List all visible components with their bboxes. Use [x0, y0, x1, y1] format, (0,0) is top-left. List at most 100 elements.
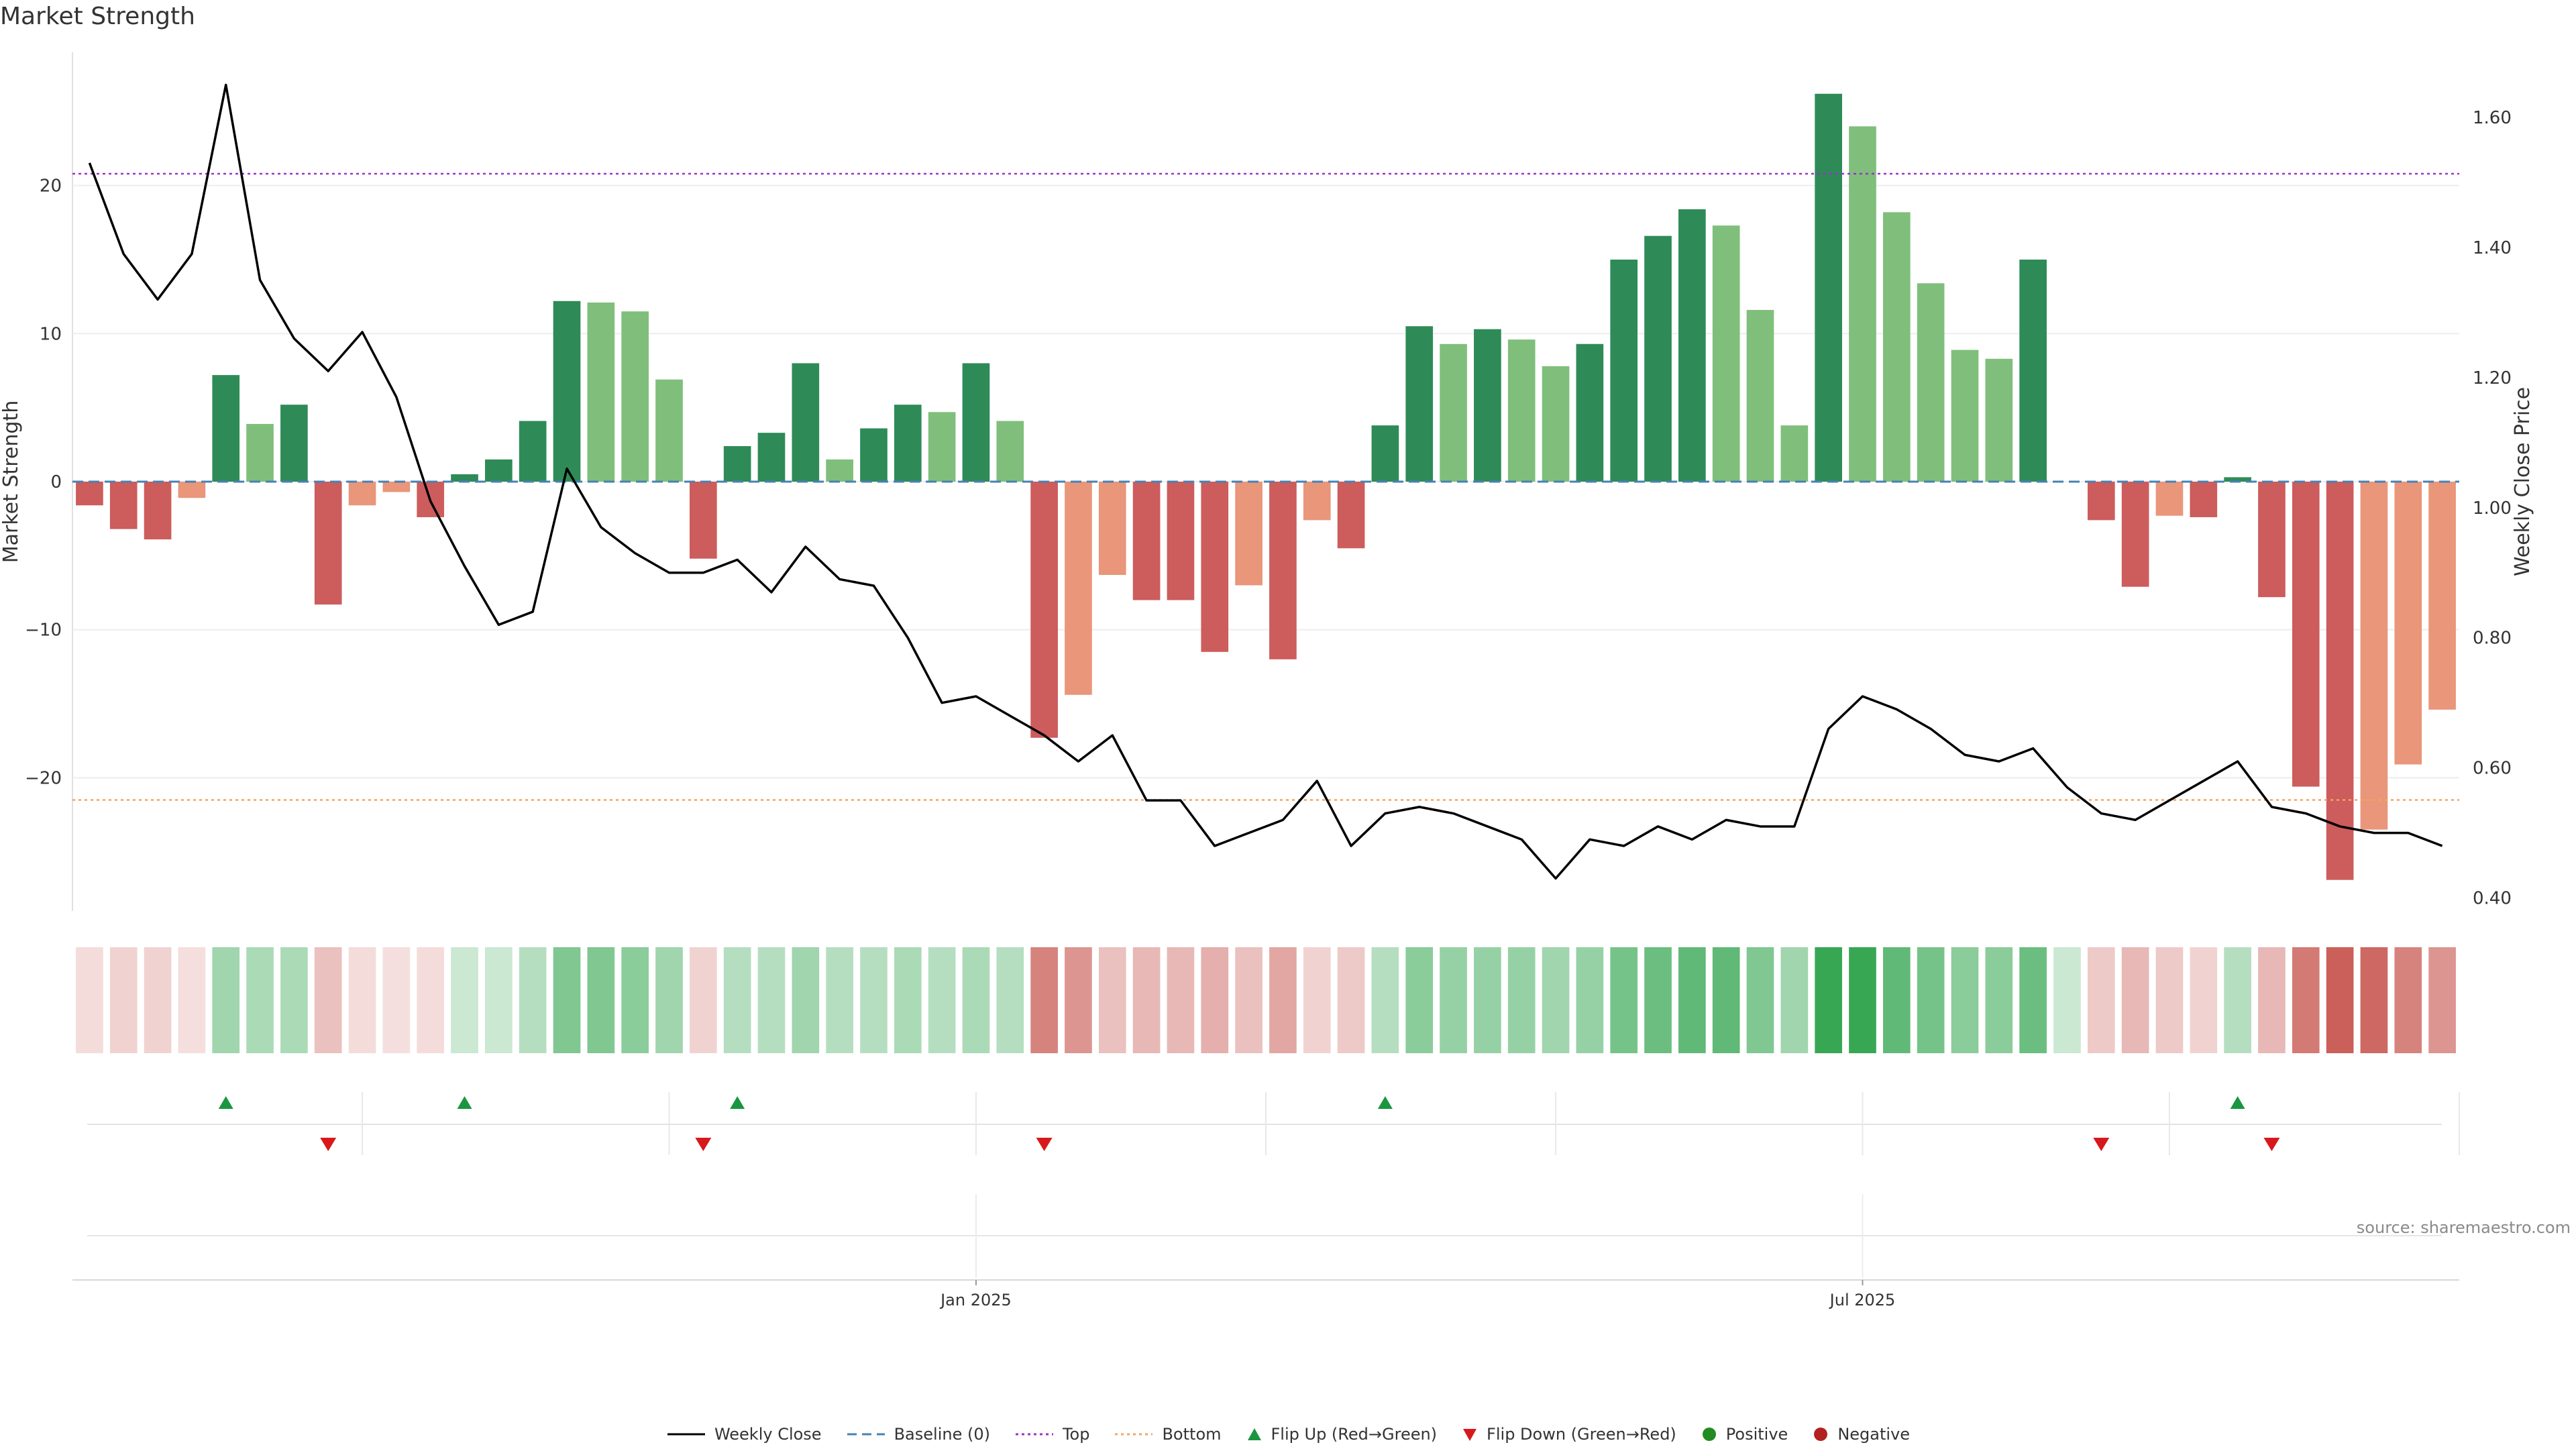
- heat-cell: [1405, 947, 1434, 1053]
- heat-cell: [860, 947, 888, 1053]
- legend-item-positive-dot: Positive: [1701, 1425, 1788, 1444]
- strength-bar: [996, 421, 1024, 482]
- y-right-tick-label: 1.60: [2473, 108, 2512, 128]
- strength-bar: [1201, 482, 1229, 652]
- heat-cell: [757, 947, 786, 1053]
- heat-cell: [1780, 947, 1809, 1053]
- heat-cell: [1815, 947, 1843, 1053]
- heat-cell: [1576, 947, 1604, 1053]
- strength-bar: [689, 482, 717, 559]
- strength-bar: [1542, 366, 1570, 482]
- heat-cell: [2224, 947, 2251, 1053]
- heat-cell: [1474, 947, 1501, 1053]
- strength-bar: [928, 412, 956, 482]
- x-tick-label: Jan 2025: [939, 1291, 1012, 1309]
- heat-cell: [1167, 947, 1195, 1053]
- strength-bar: [144, 482, 172, 540]
- strength-bar: [382, 482, 411, 492]
- heat-cell: [894, 947, 922, 1053]
- heat-cell: [2190, 947, 2218, 1053]
- heat-cell: [2258, 947, 2286, 1053]
- heat-cell: [246, 947, 274, 1053]
- strength-bar: [1065, 482, 1092, 695]
- legend-label: Flip Up (Red→Green): [1271, 1425, 1438, 1444]
- heat-cell: [1712, 947, 1740, 1053]
- legend-label: Bottom: [1162, 1425, 1222, 1444]
- strength-bar: [553, 301, 581, 482]
- strength-bar: [2258, 482, 2286, 598]
- heat-cell: [1985, 947, 2013, 1053]
- flip-up-marker: [730, 1096, 745, 1109]
- legend-swatch: [847, 1433, 885, 1436]
- legend-swatch: [1463, 1429, 1477, 1441]
- y-left-tick-label: 20: [40, 176, 62, 197]
- heat-cell: [1882, 947, 1911, 1053]
- strength-bar: [2326, 482, 2354, 880]
- y-right-tick-label: 0.60: [2473, 759, 2512, 779]
- legend-swatch: [1015, 1433, 1053, 1436]
- strength-bar: [212, 375, 240, 482]
- legend-label: Weekly Close: [714, 1425, 822, 1444]
- strength-bar: [1269, 482, 1297, 659]
- strength-bar: [2155, 482, 2184, 516]
- legend-item-baseline: Baseline (0): [846, 1425, 990, 1444]
- heat-cell: [2360, 947, 2388, 1053]
- legend-label: Top: [1062, 1425, 1090, 1444]
- strength-bar: [2087, 482, 2115, 521]
- heat-cell: [2087, 947, 2115, 1053]
- strength-bar: [1951, 350, 1979, 482]
- strength-bar: [1882, 212, 1911, 482]
- legend-label: Negative: [1837, 1425, 1911, 1444]
- legend-symbol: [1702, 1428, 1716, 1441]
- strength-bar: [894, 405, 922, 482]
- legend-label: Positive: [1725, 1425, 1788, 1444]
- source-credit: source: sharemaestro.com: [2356, 1218, 2571, 1237]
- heat-cell: [1678, 947, 1706, 1053]
- flip-down-marker: [695, 1138, 712, 1151]
- strength-bar: [1644, 235, 1672, 482]
- strength-bar: [76, 482, 103, 506]
- weekly-close-line: [88, 83, 2443, 880]
- legend-swatch: [1247, 1428, 1261, 1440]
- strength-bar: [723, 446, 751, 482]
- strength-bar: [860, 428, 888, 482]
- strength-bar: [1474, 329, 1501, 482]
- legend-swatch: [1115, 1433, 1153, 1436]
- heat-cell: [1235, 947, 1263, 1053]
- heat-cell: [348, 947, 376, 1053]
- heat-cell: [382, 947, 411, 1053]
- heat-cell: [1507, 947, 1536, 1053]
- heat-cell: [655, 947, 683, 1053]
- strength-bar: [1780, 425, 1809, 482]
- legend-symbol: [1247, 1428, 1261, 1440]
- chart-legend: Weekly Close Baseline (0) Top Bottom Flip Up…: [0, 1421, 2576, 1448]
- strength-bar: [826, 459, 853, 482]
- heat-cell: [1644, 947, 1672, 1053]
- legend-item-flip-down: Flip Down (Green→Red): [1461, 1425, 1676, 1444]
- strength-bar: [1440, 343, 1467, 482]
- flip-up-marker: [457, 1096, 472, 1109]
- y-right-tick-label: 1.00: [2473, 498, 2512, 519]
- legend-symbol: [1463, 1429, 1477, 1441]
- strength-bar: [2360, 482, 2388, 830]
- heat-cell: [417, 947, 445, 1053]
- legend-item-top: Top: [1014, 1425, 1090, 1444]
- heat-cell: [1746, 947, 1774, 1053]
- heat-cell: [144, 947, 172, 1053]
- heat-cell: [1201, 947, 1229, 1053]
- legend-item-bottom: Bottom: [1114, 1425, 1222, 1444]
- flip-up-marker: [218, 1096, 233, 1109]
- legend-label: Flip Down (Green→Red): [1487, 1425, 1676, 1444]
- heat-cell: [996, 947, 1024, 1053]
- strength-bar: [2428, 482, 2456, 710]
- strength-bar: [757, 433, 786, 482]
- heat-cell: [621, 947, 649, 1053]
- heat-cell: [1440, 947, 1467, 1053]
- heat-cell: [689, 947, 717, 1053]
- heat-cell: [1065, 947, 1092, 1053]
- legend-swatch: [667, 1433, 705, 1436]
- heat-cell: [1132, 947, 1161, 1053]
- heat-cell: [1849, 947, 1876, 1053]
- flip-down-marker: [320, 1138, 337, 1151]
